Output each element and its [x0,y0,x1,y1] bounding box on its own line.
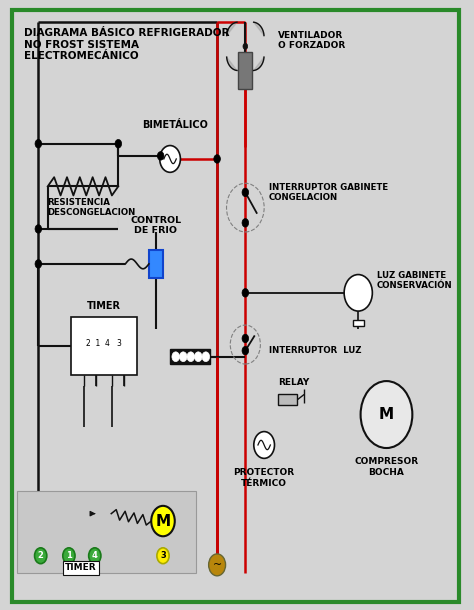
Circle shape [157,152,164,160]
Text: ~: ~ [212,560,222,570]
Circle shape [157,548,169,564]
Circle shape [63,548,75,564]
Text: CONTROL
DE FRIO: CONTROL DE FRIO [130,215,182,235]
Text: RESISTENCIA
DESCONGELACION: RESISTENCIA DESCONGELACION [48,198,136,217]
Text: 1: 1 [66,551,72,560]
Circle shape [194,352,202,362]
Circle shape [115,140,122,148]
Circle shape [202,352,210,362]
Text: COMPRESOR
BOCHA: COMPRESOR BOCHA [355,457,419,476]
Text: BIMETÁLICO: BIMETÁLICO [142,120,208,130]
Circle shape [180,352,187,362]
Polygon shape [227,57,237,71]
Circle shape [160,146,181,172]
Circle shape [35,548,47,564]
Bar [170,350,210,364]
Polygon shape [227,22,237,35]
Circle shape [89,548,101,564]
Polygon shape [254,57,264,71]
Bar [238,52,252,89]
Text: 2: 2 [38,551,44,560]
Text: TIMER: TIMER [87,301,121,311]
Circle shape [214,155,220,163]
Circle shape [242,334,249,343]
Text: VENTILADOR
O FORZADOR: VENTILADOR O FORZADOR [278,30,346,50]
Circle shape [254,432,274,458]
Circle shape [242,289,249,297]
Text: LUZ GABINETE
CONSERVACIÓN: LUZ GABINETE CONSERVACIÓN [377,271,453,290]
Text: 3: 3 [160,551,166,560]
Circle shape [242,346,249,355]
Bar [71,317,137,375]
Text: 2  1  4   3: 2 1 4 3 [86,339,122,348]
Text: INTERRUPTOR  LUZ: INTERRUPTOR LUZ [269,346,361,355]
Circle shape [151,506,175,536]
Text: M: M [155,514,171,528]
Circle shape [35,140,42,148]
Circle shape [35,260,42,268]
Bar [278,395,297,406]
Text: M: M [379,407,394,422]
Circle shape [242,188,249,196]
Text: DIAGRAMA BÁSICO REFRIGERADOR
NO FROST SISTEMA
ELECTROMECÁNICO: DIAGRAMA BÁSICO REFRIGERADOR NO FROST SI… [24,28,230,61]
Circle shape [172,352,180,362]
Bar [149,250,163,278]
Text: PROTECTOR
TÉRMICO: PROTECTOR TÉRMICO [234,468,295,487]
Text: 4: 4 [92,551,98,560]
Circle shape [361,381,412,448]
Circle shape [209,554,226,576]
Circle shape [242,218,249,227]
Circle shape [187,352,194,362]
Bar [17,490,196,573]
Text: TIMER: TIMER [65,564,97,572]
Polygon shape [254,22,264,35]
Circle shape [35,224,42,233]
Text: RELAY: RELAY [278,378,310,387]
Bar [353,320,364,326]
Text: INTERRUPTOR GABINETE
CONGELACION: INTERRUPTOR GABINETE CONGELACION [269,183,388,202]
Circle shape [243,43,248,49]
Circle shape [344,274,373,311]
